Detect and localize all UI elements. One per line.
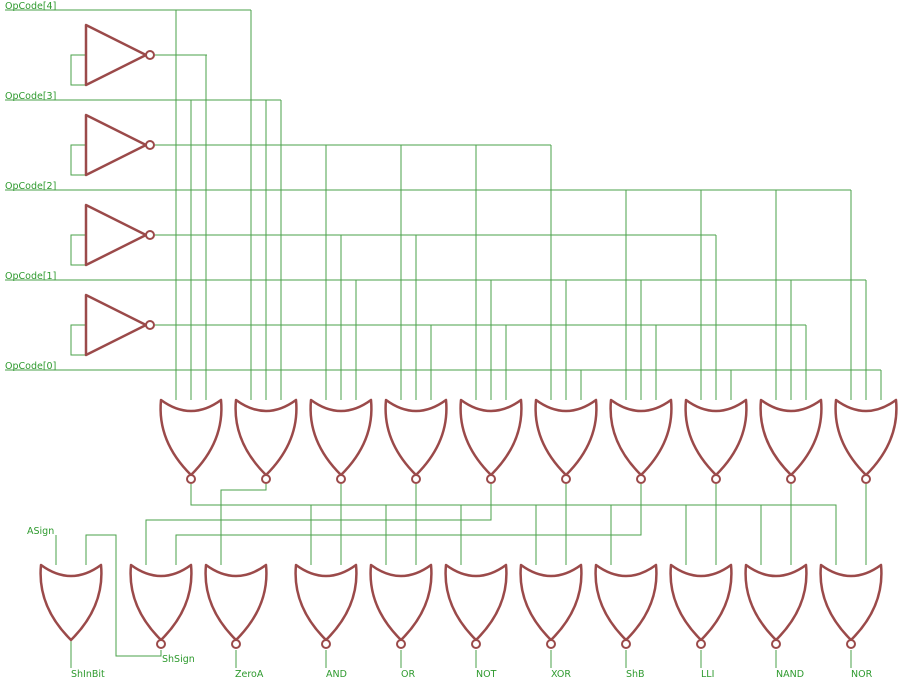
output-gate-row — [39, 563, 883, 649]
inverter-input-wires — [70, 54, 85, 356]
decoder-nor-gate-6 — [534, 398, 598, 484]
or-nor-gate — [369, 563, 433, 649]
lli-nor-gate — [669, 563, 733, 649]
shinbit-label: ShInBit — [71, 669, 105, 680]
output-interconnect-wires — [55, 484, 867, 657]
not-label: NOT — [476, 669, 497, 680]
shb-label: ShB — [626, 669, 645, 680]
bus-wires — [5, 9, 881, 371]
and-label: AND — [326, 669, 347, 680]
decoder-nor-gate-4 — [384, 398, 448, 484]
shsign-label: ShSign — [162, 654, 195, 665]
xor-nor-gate — [519, 563, 583, 649]
opcode2-label: OpCode[2] — [5, 181, 56, 192]
and-nor-gate — [294, 563, 358, 649]
shb-nor-gate — [594, 563, 658, 649]
inverter-gate-2 — [84, 203, 155, 267]
nor-label: NOR — [851, 669, 873, 680]
opcode4-label: OpCode[4] — [5, 1, 56, 12]
nor-nor-gate — [819, 563, 883, 649]
output-stub-wires — [70, 640, 852, 668]
decoder-nor-gate-2 — [234, 398, 298, 484]
decoder-nor-gate-8 — [684, 398, 748, 484]
decoder-nor-gate-7 — [609, 398, 673, 484]
shsign-nor-gate — [129, 563, 193, 649]
asign-label: ASign — [27, 526, 54, 537]
zeroa-nor-gate — [204, 563, 268, 649]
opcode1-label: OpCode[1] — [5, 271, 56, 282]
decoder-nor-gate-3 — [309, 398, 373, 484]
or-label: OR — [401, 669, 415, 680]
opcode3-label: OpCode[3] — [5, 91, 56, 102]
output-labels: ShInBit ShSign ZeroA AND OR NOT XOR ShB … — [71, 654, 873, 680]
zeroa-label: ZeroA — [235, 669, 264, 680]
inverter-gate-4 — [84, 23, 155, 87]
decoder-nor-gate-1 — [159, 398, 223, 484]
shinbit-or-gate — [39, 563, 103, 642]
input-labels: OpCode[4] OpCode[3] OpCode[2] OpCode[1] … — [5, 1, 56, 537]
decoder-nor-gate-5 — [459, 398, 523, 484]
decoder-nor-gate-10 — [834, 398, 898, 484]
decoder-nor-gate-9 — [759, 398, 823, 484]
xor-label: XOR — [551, 669, 571, 680]
decoder-vertical-wires — [175, 10, 882, 400]
not-nor-gate — [444, 563, 508, 649]
nand-nor-gate — [744, 563, 808, 649]
opcode0-label: OpCode[0] — [5, 361, 56, 372]
nand-label: NAND — [776, 669, 804, 680]
decoder-gate-row — [159, 398, 898, 484]
lli-label: LLI — [701, 669, 714, 680]
inverter-gate-3 — [84, 113, 155, 177]
inverter-gate-1 — [84, 293, 155, 357]
